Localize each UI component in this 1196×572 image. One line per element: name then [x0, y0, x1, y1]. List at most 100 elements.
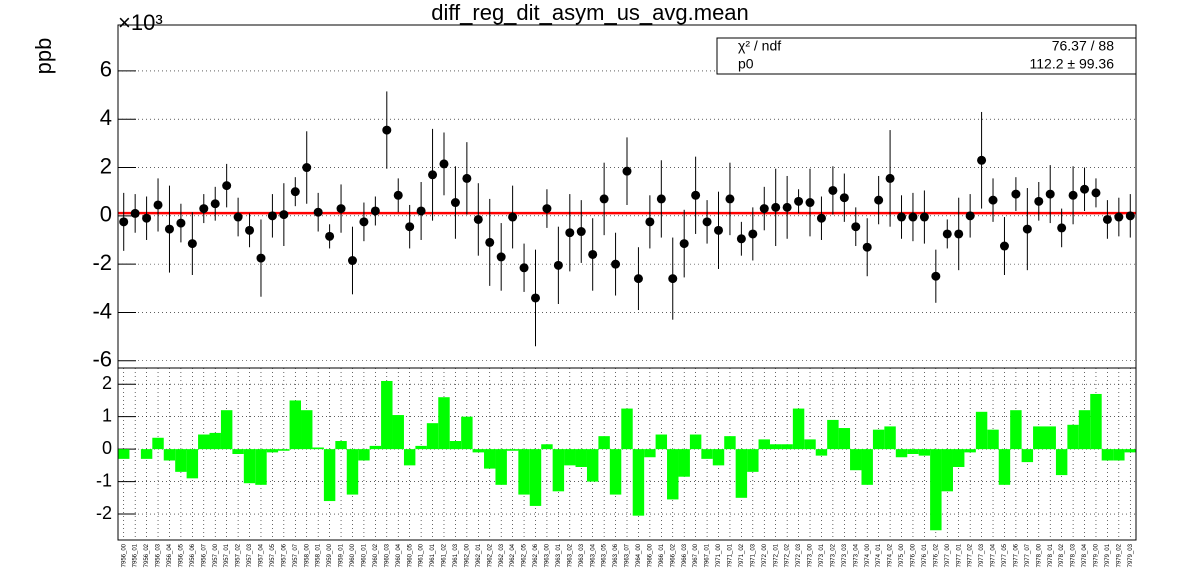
x-tick-label: 7959_01: [339, 543, 345, 567]
data-point: [279, 210, 289, 220]
bar: [724, 436, 736, 450]
data-point: [748, 229, 758, 239]
x-tick-label: 7977_02: [968, 543, 974, 567]
data-point: [897, 212, 907, 222]
data-point: [1045, 189, 1055, 199]
data-point: [725, 194, 735, 204]
bar: [312, 447, 324, 450]
bar: [198, 434, 210, 450]
bar: [495, 449, 507, 485]
data-point: [302, 163, 312, 173]
bar: [346, 449, 359, 495]
bar: [472, 449, 485, 453]
bar: [403, 449, 416, 466]
x-tick-label: 7961_03: [453, 543, 459, 567]
data-point: [508, 212, 518, 222]
data-point: [496, 252, 506, 262]
x-tick-label: 7974_02: [888, 543, 894, 567]
x-tick-label: 7961_00: [419, 543, 425, 567]
bar: [621, 408, 633, 450]
y-tick-label: 1: [102, 405, 112, 425]
x-tick-label: 7979_00: [1094, 543, 1100, 567]
data-point: [142, 213, 152, 223]
x-tick-label: 7960_03: [384, 543, 390, 567]
x-tick-label: 7966_00: [647, 543, 653, 567]
y-tick-label: 4: [100, 105, 112, 130]
data-point: [405, 222, 415, 232]
data-point: [439, 159, 449, 169]
x-tick-label: 7956_02: [144, 543, 150, 567]
x-tick-label: 7961_01: [430, 543, 436, 567]
data-point: [428, 170, 438, 180]
x-tick-label: 7963_00: [545, 543, 551, 567]
x-tick-label: 7956_01: [133, 543, 139, 567]
bar: [301, 410, 313, 450]
data-point: [267, 211, 277, 221]
data-point: [130, 208, 140, 218]
y-axis-label: ppb: [31, 38, 56, 75]
x-tick-label: 7963_01: [556, 543, 562, 567]
x-tick-label: 7974_01: [876, 543, 882, 567]
data-point: [416, 206, 426, 216]
y-tick-label: 0: [100, 202, 112, 227]
bar: [564, 449, 576, 466]
data-point: [1057, 223, 1067, 233]
data-point: [645, 217, 655, 227]
data-point: [759, 204, 769, 214]
x-tick-label: 7957_02: [236, 543, 242, 567]
data-point: [245, 225, 255, 235]
data-point: [325, 231, 335, 241]
x-tick-label: 7971_00: [716, 543, 722, 567]
x-tick-label: 7956_04: [167, 543, 173, 567]
bar: [804, 439, 816, 450]
bar: [1078, 410, 1091, 450]
data-point: [187, 239, 197, 249]
bar: [827, 419, 839, 450]
bar: [998, 449, 1011, 485]
x-tick-label: 7956_06: [190, 543, 196, 567]
bar: [381, 380, 393, 450]
bar: [529, 449, 542, 506]
data-point: [1125, 211, 1135, 221]
x-tick-label: 7962_00: [464, 543, 470, 567]
bar: [484, 449, 496, 469]
bar: [186, 449, 199, 479]
data-point: [382, 125, 392, 135]
bar: [335, 441, 347, 450]
bar: [586, 449, 599, 482]
bar: [449, 441, 462, 450]
data-point: [805, 198, 815, 208]
x-tick-label: 7957_06: [281, 543, 287, 567]
x-tick-label: 7964_00: [636, 543, 642, 567]
bar: [1055, 449, 1068, 476]
stats-name: χ² / ndf: [738, 38, 781, 54]
data-point: [290, 187, 300, 197]
x-tick-label: 7963_07: [625, 543, 631, 567]
x-tick-label: 7963_02: [567, 543, 573, 567]
bar: [518, 449, 530, 495]
x-tick-label: 7957_01: [224, 543, 230, 567]
bar: [758, 439, 770, 450]
bar: [781, 444, 793, 450]
y-tick-label: -6: [92, 347, 112, 372]
bar: [255, 449, 267, 485]
data-point: [313, 207, 323, 217]
data-point: [611, 259, 621, 269]
x-tick-label: 7977_01: [956, 543, 962, 567]
data-point: [885, 173, 895, 183]
bar: [1033, 426, 1045, 450]
bar: [1113, 449, 1125, 461]
bar: [975, 411, 988, 450]
x-tick-label: 7963_06: [613, 543, 619, 567]
data-point: [359, 217, 369, 227]
data-point: [702, 217, 712, 227]
bar: [907, 449, 919, 454]
x-tick-label: 7956_03: [156, 543, 162, 567]
x-tick-label: 7957_00: [213, 543, 219, 567]
x-tick-label: 7958_01: [316, 543, 322, 567]
x-tick-label: 7972_01: [773, 543, 779, 567]
bar: [323, 449, 336, 502]
data-point: [530, 293, 540, 303]
x-tick-label: 7976_01: [922, 543, 928, 567]
data-point: [668, 274, 678, 284]
